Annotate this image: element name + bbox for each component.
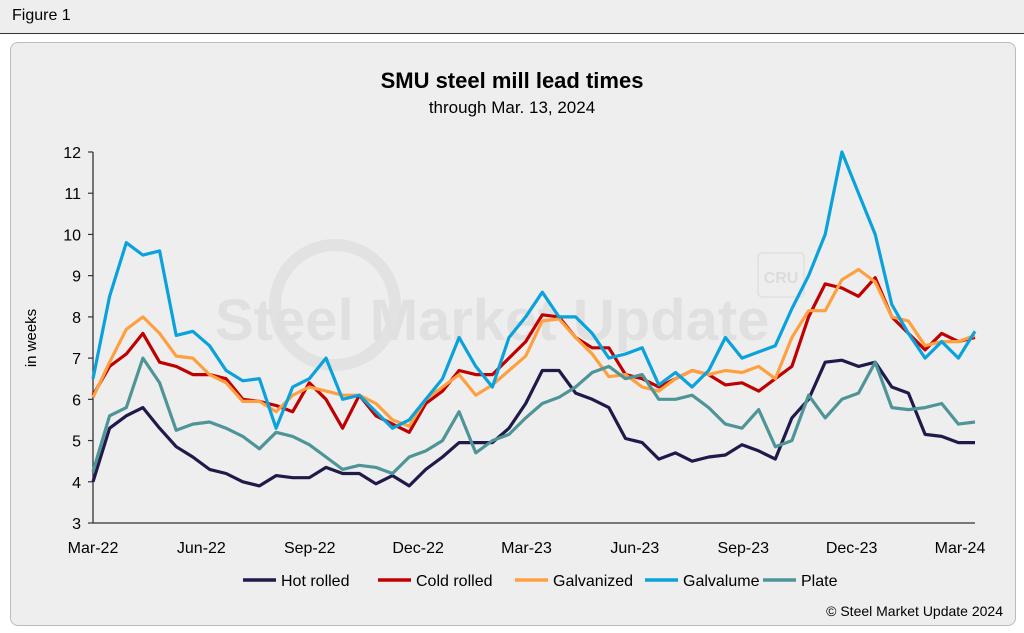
copyright: © Steel Market Update 2024	[826, 603, 1003, 619]
series-line-hot-rolled	[91, 358, 975, 488]
legend-item: Plate	[763, 573, 838, 590]
watermark: Steel Market Update CRU	[215, 239, 805, 371]
chart-subtitle: through Mar. 13, 2024	[429, 98, 595, 117]
x-tick-label: Dec-23	[826, 540, 878, 557]
y-axis-label: in weeks	[23, 309, 40, 367]
legend-label: Cold rolled	[416, 573, 492, 590]
watermark-badge: CRU	[764, 270, 799, 287]
legend-item: Hot rolled	[243, 573, 349, 590]
x-tick-label: Jun-22	[177, 540, 226, 557]
y-tick-label: 4	[72, 475, 81, 492]
legend-label: Hot rolled	[281, 573, 349, 590]
y-tick-label: 3	[72, 516, 81, 533]
x-tick-label: Sep-22	[284, 540, 336, 557]
series-line-cold-rolled	[91, 276, 976, 434]
legend-item: Cold rolled	[378, 573, 492, 590]
y-tick-label: 8	[72, 310, 81, 327]
legend-item: Galvalume	[645, 573, 760, 590]
y-tick-label: 7	[72, 351, 81, 368]
figure-label: Figure 1	[12, 7, 71, 24]
y-tick-label: 9	[72, 269, 81, 286]
x-tick-label: Mar-23	[501, 540, 552, 557]
y-tick-label: 12	[63, 145, 81, 162]
legend-item: Galvanized	[515, 573, 633, 590]
watermark-logo-ring	[269, 239, 401, 371]
series-line-galvanized	[91, 267, 976, 428]
legend-label: Galvalume	[683, 573, 760, 590]
chart-title: SMU steel mill lead times	[381, 68, 644, 93]
series-line-plate	[91, 356, 976, 476]
x-tick-label: Mar-24	[935, 540, 986, 557]
y-tick-label: 6	[72, 392, 81, 409]
x-tick-label: Jun-23	[610, 540, 659, 557]
y-tick-label: 10	[63, 227, 81, 244]
x-tick-label: Sep-23	[717, 540, 769, 557]
x-tick-label: Mar-22	[68, 540, 119, 557]
watermark-text: Steel Market Update	[215, 288, 769, 353]
figure-header: Figure 1	[0, 0, 1024, 34]
watermark-badge-box	[757, 252, 805, 298]
legend-label: Galvanized	[553, 573, 633, 590]
x-tick-label: Dec-22	[392, 540, 444, 557]
legend-label: Plate	[801, 573, 838, 590]
series-line-galvalume	[91, 150, 977, 430]
y-tick-label: 5	[72, 434, 81, 451]
y-tick-label: 11	[64, 186, 81, 203]
